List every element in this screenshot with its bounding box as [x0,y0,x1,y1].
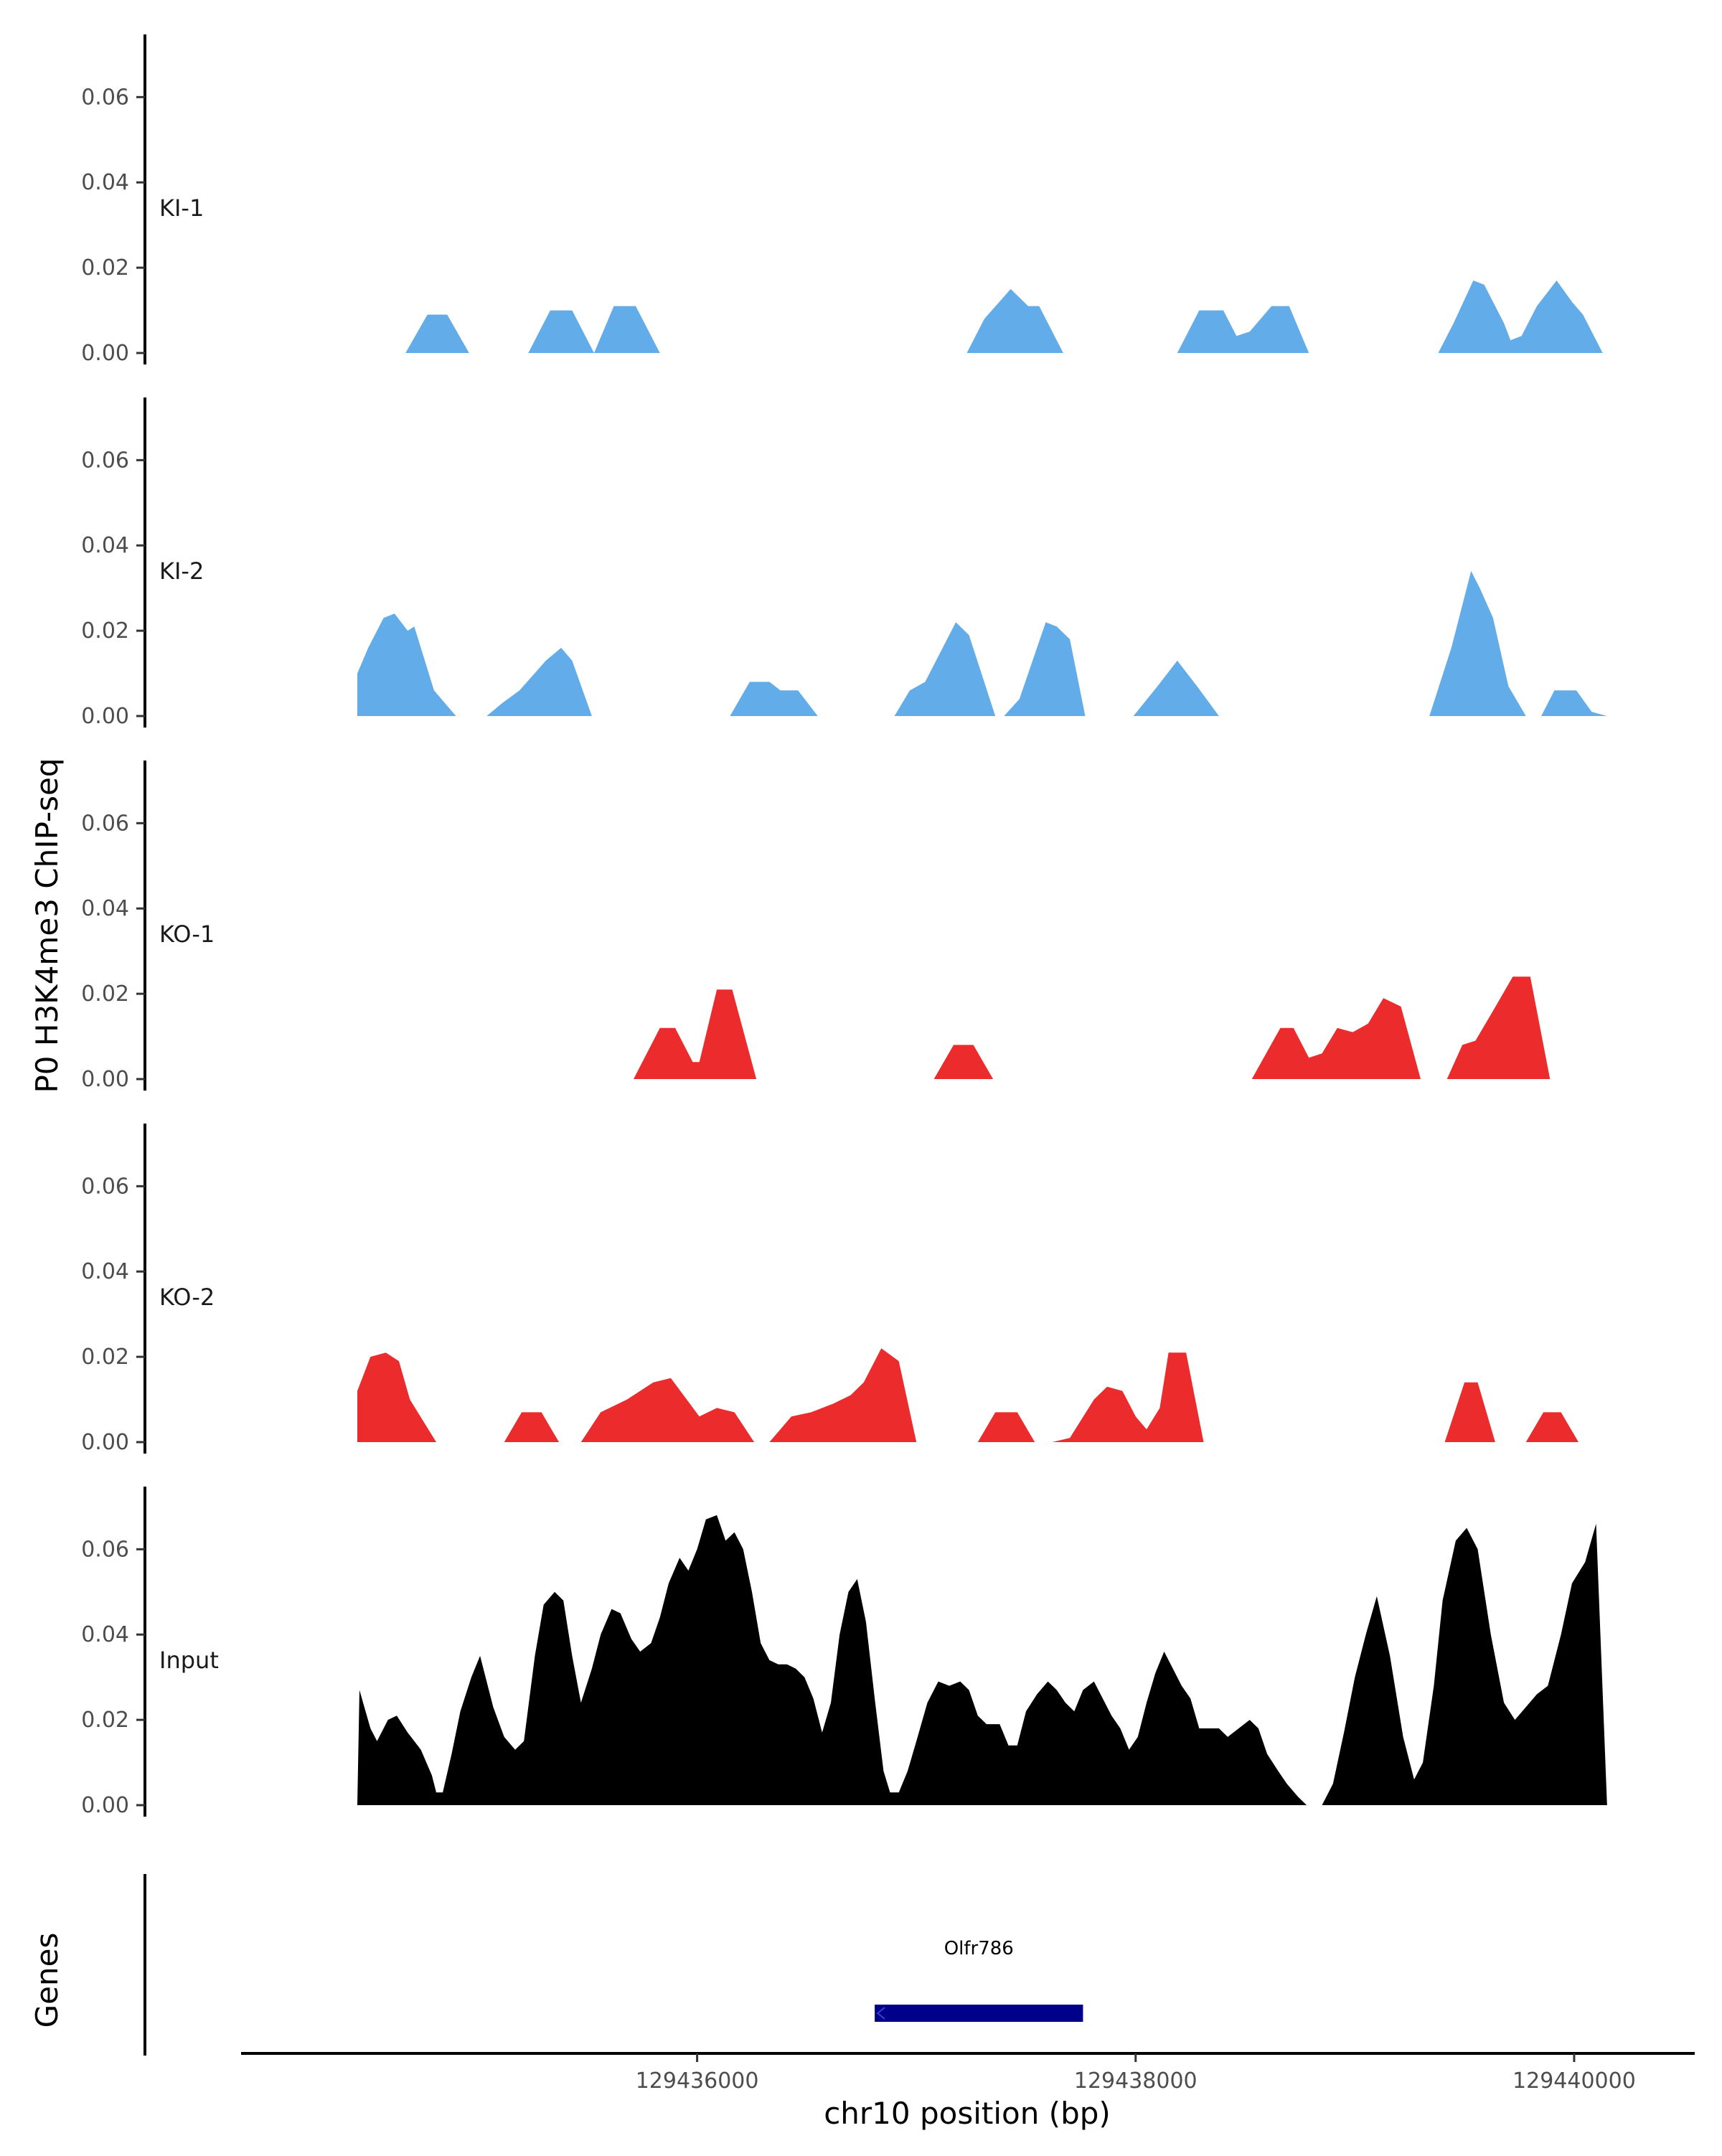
y-axis-title: P0 H3K4me3 ChIP-seq [29,758,65,1093]
y-tick-label: 0.06 [81,811,129,836]
x-axis: 129436000 129438000 129440000 [241,2052,1695,2094]
coverage-peak [966,288,1063,353]
y-tick-label: 0.00 [81,704,129,729]
strand-arrow-icon [876,2007,885,2020]
y-tick-label: 0.06 [81,1537,129,1562]
coverage-peak [357,1352,436,1442]
coverage-peak [1446,976,1551,1079]
gene-body [875,2005,1083,2022]
y-tick-label: 0.04 [81,1259,129,1284]
coverage-peak [634,989,757,1079]
coverage-peak [1438,280,1603,353]
coverage-peak [1429,570,1526,716]
coverage-peak [1133,660,1219,716]
coverage-peak [1541,690,1607,716]
x-tick-label: 129438000 [1074,2068,1198,2094]
coverage-peak [486,647,592,716]
y-tick-label: 0.00 [81,1430,129,1455]
genes-panel-title: Genes [29,1933,65,2028]
y-tick-label: 0.04 [81,896,129,921]
x-tick-label: 129440000 [1512,2068,1636,2094]
x-tick-label: 129436000 [636,2068,759,2094]
y-tick-label: 0.02 [81,982,129,1007]
coverage-peak [1444,1382,1495,1442]
coverage-peak [357,613,456,716]
coverage-peak [1177,306,1309,353]
coverage-peak [1322,1523,1607,1805]
coverage-peak [933,1045,994,1079]
y-tick-label: 0.04 [81,533,129,558]
y-tick-label: 0.06 [81,1174,129,1199]
coverage-peak [730,682,818,716]
y-tick-label: 0.06 [81,85,129,110]
tracks-layer: 0.00 0.02 0.04 0.06 KI-1 0.00 0.02 0.04 0.06 KI-2… [81,34,1607,1818]
track-label-ko-1: KO-1 [159,921,215,948]
coverage-peak [769,1348,917,1442]
coverage-peak [1525,1412,1578,1442]
coverage-peak [528,306,660,353]
track-ki-2: 0.00 0.02 0.04 0.06 KI-2 [81,397,1607,729]
y-tick-label: 0.00 [81,1793,129,1818]
coverage-peak [1052,1352,1204,1442]
coverage-peak [405,314,469,353]
coverage-peak [894,622,996,716]
coverage-peak [357,1515,1307,1805]
track-ko-2: 0.00 0.02 0.04 0.06 KO-2 [81,1124,1578,1455]
y-tick-label: 0.02 [81,1708,129,1733]
track-ki-1: 0.00 0.02 0.04 0.06 KI-1 [81,34,1603,366]
y-tick-label: 0.02 [81,1345,129,1370]
coverage-peak [977,1412,1035,1442]
coverage-peak [580,1378,755,1442]
y-tick-label: 0.04 [81,170,129,195]
y-tick-label: 0.02 [81,255,129,281]
track-label-input: Input [159,1647,219,1674]
track-label-ki-1: KI-1 [159,194,204,222]
coverage-peak [1004,622,1086,716]
y-tick-label: 0.00 [81,1067,129,1092]
y-tick-label: 0.02 [81,618,129,644]
track-input: 0.00 0.02 0.04 0.06 Input [81,1487,1607,1818]
track-ko-1: 0.00 0.02 0.04 0.06 KO-1 [81,761,1551,1092]
gene-name-label: Olfr786 [944,1938,1014,1959]
y-tick-label: 0.04 [81,1622,129,1647]
x-axis-title: chr10 position (bp) [824,2096,1111,2131]
y-tick-label: 0.06 [81,448,129,473]
coverage-peak [504,1412,560,1442]
track-label-ki-2: KI-2 [159,557,204,585]
coverage-peak [1251,998,1421,1079]
y-tick-label: 0.00 [81,341,129,366]
track-label-ko-2: KO-2 [159,1284,215,1311]
gene-panel: Olfr786 [144,1874,1083,2056]
